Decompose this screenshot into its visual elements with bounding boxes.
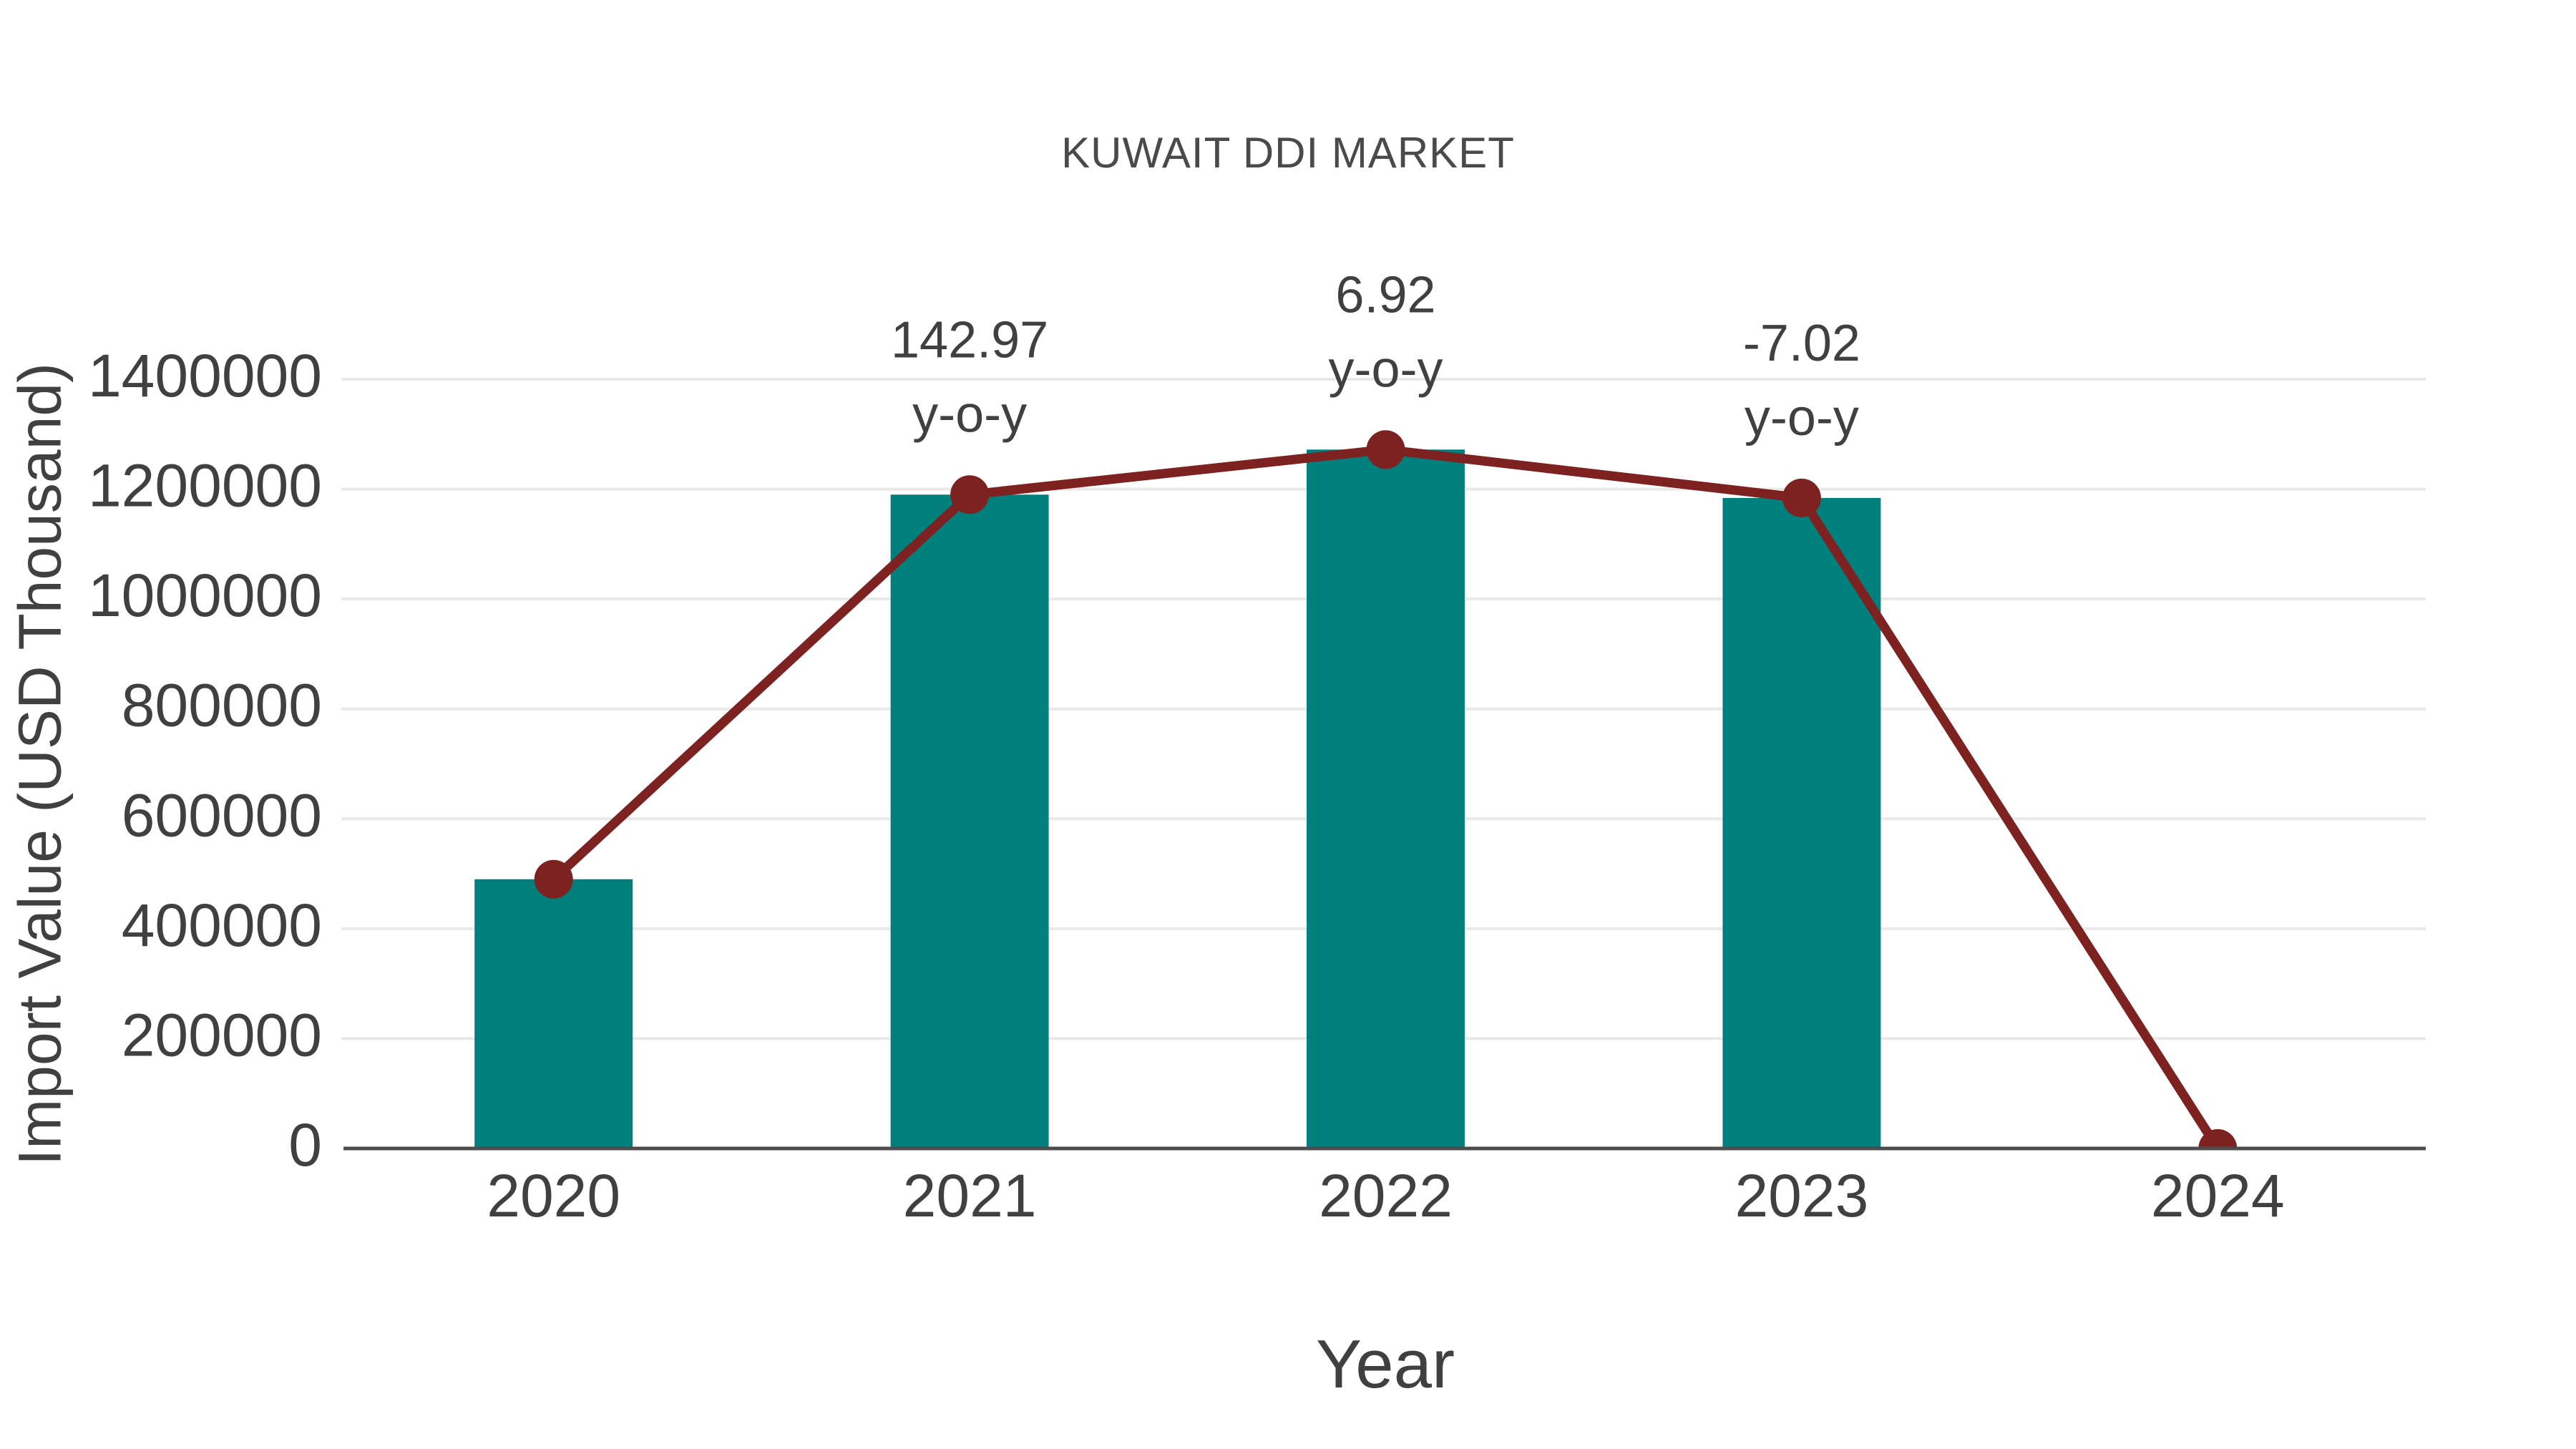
y-tick-label-1200000: 1200000 — [88, 452, 322, 519]
annotation-2022-value: 6.92 — [1335, 266, 1435, 323]
y-tick-label-800000: 800000 — [122, 672, 322, 739]
y-tick-label-0: 0 — [288, 1111, 322, 1179]
annotation-2021-value: 142.97 — [891, 311, 1048, 369]
marker-2023 — [1782, 478, 1821, 517]
y-tick-label-1400000: 1400000 — [88, 342, 322, 409]
x-tick-label-2024: 2024 — [2151, 1162, 2285, 1229]
y-tick-label-600000: 600000 — [122, 781, 322, 849]
annotation-2023: -7.02 y-o-y — [1743, 315, 1860, 447]
bar-2023 — [1722, 497, 1881, 1148]
bar-2021 — [890, 494, 1049, 1148]
y-tick-label-200000: 200000 — [122, 1001, 322, 1068]
annotation-2023-value: -7.02 — [1743, 315, 1860, 372]
y-tick-label-1000000: 1000000 — [88, 562, 322, 629]
x-tick-label-2020: 2020 — [487, 1162, 620, 1229]
marker-2020 — [534, 859, 573, 899]
chart-title: KUWAIT DDI MARKET — [1061, 129, 1515, 177]
annotation-2022: 6.92 y-o-y — [1329, 266, 1443, 398]
annotation-2021-suffix: y-o-y — [912, 386, 1027, 443]
y-tick-label-400000: 400000 — [122, 892, 322, 959]
marker-2022 — [1366, 430, 1405, 469]
x-axis-title: Year — [1316, 1326, 1455, 1402]
marker-2024 — [2198, 1129, 2238, 1148]
annotation-2022-suffix: y-o-y — [1329, 341, 1443, 398]
annotation-2023-suffix: y-o-y — [1745, 389, 1859, 447]
bar-2020 — [474, 879, 633, 1148]
x-tick-label-2021: 2021 — [903, 1162, 1037, 1229]
bar-2022 — [1307, 449, 1465, 1148]
trend-line-group — [534, 430, 2238, 1148]
marker-2021 — [950, 475, 990, 514]
x-tick-label-2022: 2022 — [1319, 1162, 1453, 1229]
x-tick-label-2023: 2023 — [1735, 1162, 1868, 1229]
annotation-2021: 142.97 y-o-y — [891, 311, 1048, 443]
